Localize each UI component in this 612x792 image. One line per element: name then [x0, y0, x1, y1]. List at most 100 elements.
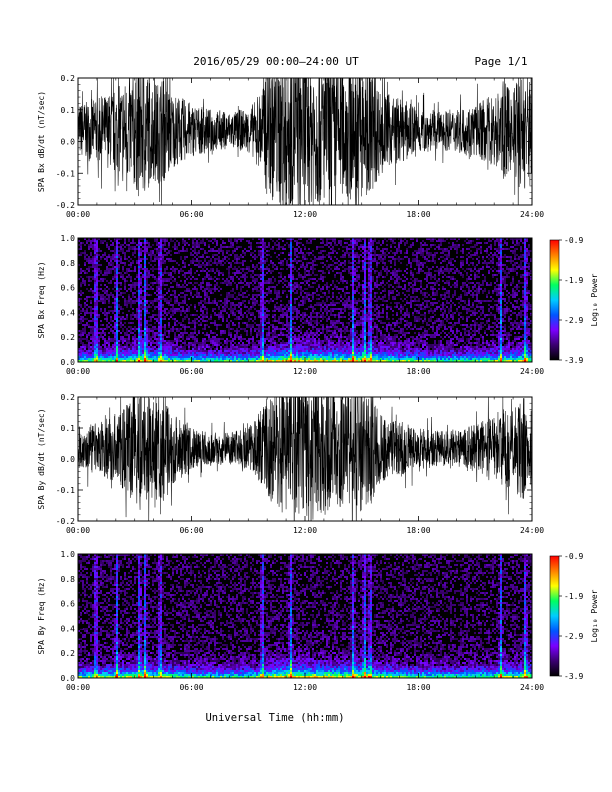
heatmap-cell: [172, 352, 174, 354]
heatmap-cell: [128, 348, 130, 350]
heatmap-cell: [258, 262, 260, 264]
heatmap-cell: [230, 262, 232, 264]
heatmap-cell: [318, 278, 320, 280]
heatmap-cell: [118, 238, 120, 240]
heatmap-cell: [100, 354, 102, 356]
heatmap-cell: [310, 350, 312, 352]
heatmap-cell: [282, 268, 284, 270]
heatmap-cell: [250, 338, 252, 340]
heatmap-cell: [340, 278, 342, 280]
heatmap-cell: [108, 268, 110, 270]
heatmap-cell: [310, 240, 312, 242]
heatmap-cell: [196, 290, 198, 292]
heatmap-cell: [92, 320, 94, 322]
heatmap-cell: [132, 354, 134, 356]
heatmap-cell: [120, 260, 122, 262]
heatmap-cell: [182, 324, 184, 326]
heatmap-cell: [90, 336, 92, 338]
heatmap-cell: [264, 312, 266, 314]
heatmap-cell: [282, 290, 284, 292]
heatmap-cell: [150, 348, 152, 350]
heatmap-cell: [190, 260, 192, 262]
heatmap-cell: [254, 278, 256, 280]
heatmap-cell: [246, 326, 248, 328]
heatmap-cell: [120, 246, 122, 248]
heatmap-cell: [86, 346, 88, 348]
heatmap-cell: [174, 270, 176, 272]
heatmap-cell: [176, 282, 178, 284]
heatmap-cell: [204, 250, 206, 252]
heatmap-cell: [178, 348, 180, 350]
heatmap-cell: [158, 318, 160, 320]
heatmap-cell: [316, 288, 318, 290]
heatmap-cell: [310, 312, 312, 314]
heatmap-cell: [250, 254, 252, 256]
heatmap-cell: [88, 262, 90, 264]
heatmap-cell: [258, 304, 260, 306]
heatmap-cell: [284, 278, 286, 280]
heatmap-cell: [110, 310, 112, 312]
heatmap-cell: [316, 302, 318, 304]
heatmap-cell: [174, 312, 176, 314]
heatmap-cell: [162, 348, 164, 350]
heatmap-cell: [154, 322, 156, 324]
heatmap-cell: [134, 256, 136, 258]
heatmap-cell: [214, 320, 216, 322]
heatmap-cell: [256, 352, 258, 354]
heatmap-cell: [258, 324, 260, 326]
heatmap-cell: [308, 344, 310, 346]
heatmap-cell: [86, 276, 88, 278]
heatmap-cell: [134, 352, 136, 354]
heatmap-cell: [166, 312, 168, 314]
heatmap-cell: [330, 340, 332, 342]
heatmap-cell: [178, 252, 180, 254]
heatmap-cell: [170, 240, 172, 242]
heatmap-cell: [340, 294, 342, 296]
heatmap-cell: [292, 356, 294, 358]
heatmap-cell: [286, 342, 288, 344]
heatmap-cell: [290, 320, 292, 322]
heatmap-cell: [210, 250, 212, 252]
heatmap-cell: [146, 250, 148, 252]
heatmap-cell: [308, 262, 310, 264]
heatmap-cell: [152, 332, 154, 334]
heatmap-cell: [316, 354, 318, 356]
heatmap-cell: [336, 308, 338, 310]
heatmap-cell: [130, 318, 132, 320]
heatmap-cell: [216, 346, 218, 348]
heatmap-cell: [296, 346, 298, 348]
heatmap-cell: [282, 264, 284, 266]
heatmap-cell: [224, 306, 226, 308]
heatmap-cell: [264, 262, 266, 264]
heatmap-cell: [250, 306, 252, 308]
heatmap-cell: [158, 264, 160, 266]
heatmap-cell: [184, 250, 186, 252]
heatmap-cell: [268, 348, 270, 350]
heatmap-cell: [94, 296, 96, 298]
heatmap-cell: [102, 360, 104, 362]
heatmap-cell: [338, 320, 340, 322]
heatmap-cell: [178, 242, 180, 244]
heatmap-cell: [250, 346, 252, 348]
heatmap-cell: [296, 310, 298, 312]
heatmap-cell: [130, 348, 132, 350]
heatmap-cell: [238, 294, 240, 296]
heatmap-cell: [278, 352, 280, 354]
heatmap-cell: [114, 302, 116, 304]
heatmap-cell: [144, 354, 146, 356]
heatmap-cell: [86, 242, 88, 244]
heatmap-cell: [240, 308, 242, 310]
heatmap-cell: [326, 348, 328, 350]
heatmap-cell: [80, 242, 82, 244]
heatmap-cell: [286, 356, 288, 358]
heatmap-cell: [262, 284, 264, 286]
heatmap-cell: [96, 280, 98, 282]
heatmap-cell: [100, 360, 102, 362]
heatmap-cell: [138, 246, 140, 248]
heatmap-cell: [96, 282, 98, 284]
heatmap-cell: [164, 354, 166, 356]
heatmap-cell: [166, 346, 168, 348]
heatmap-cell: [208, 356, 210, 358]
heatmap-cell: [132, 340, 134, 342]
heatmap-cell: [150, 256, 152, 258]
